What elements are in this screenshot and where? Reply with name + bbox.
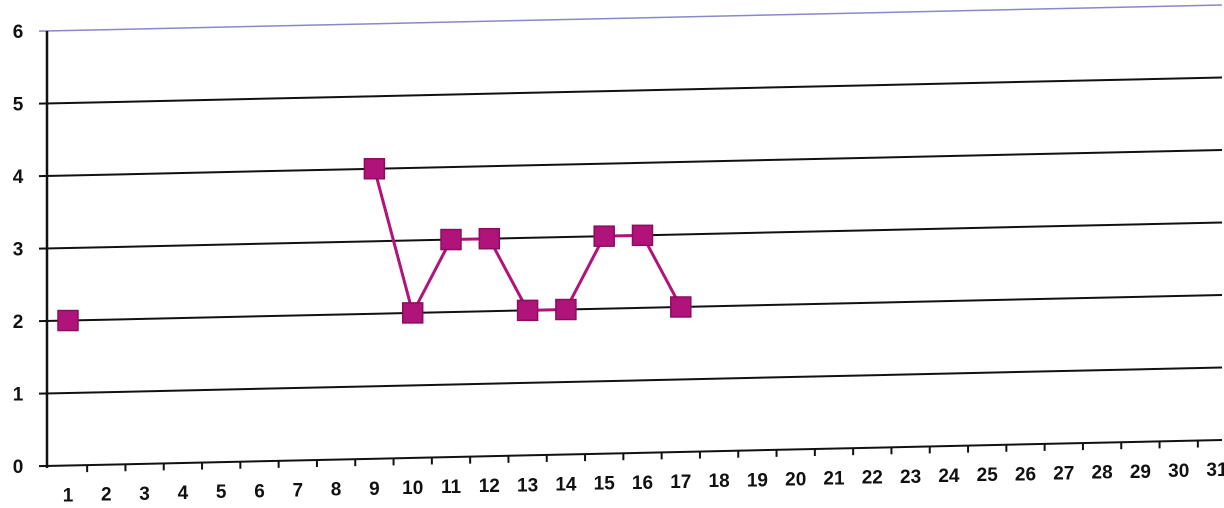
x-tick-label: 8	[331, 480, 342, 501]
data-point-marker	[631, 224, 654, 247]
x-tick-label: 16	[632, 473, 653, 494]
gridline-2	[38, 294, 1223, 323]
y-tick-label: 6	[13, 22, 24, 43]
gridline-1	[38, 366, 1223, 395]
gridline-4	[38, 149, 1223, 178]
x-axis-line	[38, 439, 1223, 468]
x-tick-label: 3	[139, 484, 150, 505]
x-tick-label: 12	[479, 476, 500, 497]
series-line-segment	[641, 234, 683, 308]
x-tick-label: 24	[938, 466, 960, 487]
x-tick-label: 7	[293, 480, 304, 501]
y-tick-label: 4	[13, 167, 24, 188]
series-line-segment	[564, 235, 606, 311]
x-tick-label: 29	[1130, 462, 1151, 483]
x-tick-label: 20	[785, 469, 806, 490]
x-tick-label: 25	[977, 465, 999, 486]
x-tick-label: 1	[63, 486, 74, 507]
x-tick-label: 18	[709, 471, 730, 492]
x-tick-label: 5	[216, 482, 227, 503]
data-point-marker	[57, 309, 79, 332]
data-point-marker	[555, 298, 577, 321]
x-tick-label: 31	[1206, 460, 1224, 481]
x-tick-label: 28	[1092, 463, 1113, 484]
gridlines	[38, 4, 1223, 468]
y-tick-label: 3	[13, 240, 24, 261]
gridline-5	[38, 76, 1223, 105]
y-tick-label: 1	[13, 385, 24, 406]
data-point-marker	[440, 228, 462, 251]
x-tick-label: 19	[747, 470, 768, 491]
x-tick-label: 27	[1053, 464, 1074, 485]
series-line-segment	[411, 238, 453, 314]
x-tick-label: 21	[823, 469, 845, 490]
x-tick-label: 26	[1015, 464, 1036, 485]
data-point-marker	[593, 225, 615, 247]
x-tick-label: 17	[670, 472, 691, 493]
x-tick-label: 10	[402, 478, 423, 499]
x-tick-label: 23	[900, 467, 921, 488]
x-tick-label: 15	[594, 474, 616, 495]
series-plot	[57, 158, 692, 332]
x-tick-label: 9	[369, 479, 380, 500]
x-tick-label: 11	[441, 477, 462, 498]
data-point-marker	[401, 302, 424, 324]
y-tick-label: 0	[13, 457, 24, 478]
x-tick-label: 30	[1168, 461, 1189, 482]
y-tick-label: 2	[13, 312, 24, 333]
x-tick-label: 22	[862, 468, 883, 489]
data-point-marker	[670, 296, 692, 318]
data-point-marker	[516, 299, 539, 322]
series-line-segment	[487, 238, 529, 312]
x-tick-label: 14	[555, 475, 577, 496]
series-line-segment	[372, 168, 415, 314]
x-tick-label: 4	[178, 483, 189, 504]
x-tick-label: 6	[254, 481, 265, 502]
x-tick-label: 2	[101, 485, 112, 506]
y-tick-label: 5	[13, 95, 24, 116]
data-point-marker	[478, 227, 501, 250]
x-tick-label: 13	[517, 475, 538, 496]
axes	[45, 31, 1199, 473]
data-point-marker	[363, 158, 386, 180]
gridline-6	[38, 4, 1223, 32]
